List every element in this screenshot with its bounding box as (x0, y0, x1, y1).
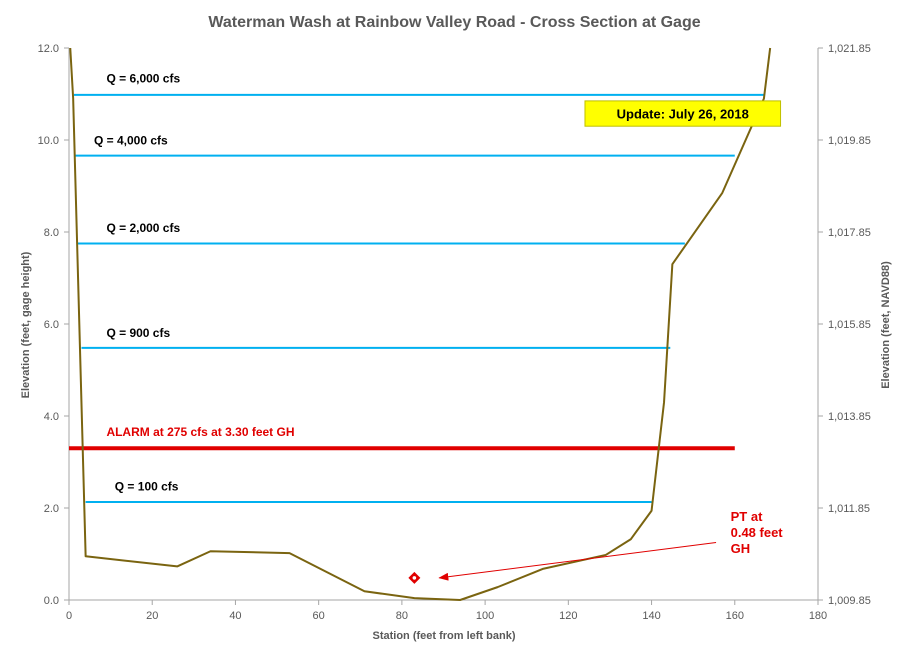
y-tick-label: 8.0 (44, 227, 59, 239)
y-axis-title: Elevation (feet, gage height) (20, 251, 32, 398)
update-box (584, 100, 782, 127)
flow-label: Q = 6,000 cfs (106, 72, 180, 86)
x-tick-label: 120 (559, 610, 577, 622)
y-tick-label: 2.0 (44, 503, 59, 515)
y2-tick-label: 1,013.85 (828, 411, 871, 423)
y2-tick-label: 1,019.85 (828, 135, 871, 147)
x-tick-label: 0 (66, 610, 72, 622)
pt-label: PT at 0.48 feet GH (731, 509, 784, 556)
alarm-label: ALARM at 275 cfs at 3.30 feet GH (106, 425, 294, 439)
x-tick-label: 20 (146, 610, 158, 622)
y-tick-label: 12.0 (38, 43, 59, 55)
cross-section-series (69, 47, 772, 601)
flow-label: Q = 2,000 cfs (106, 221, 180, 235)
pt-label-line: 0.48 feet (731, 525, 784, 540)
flow-label: Q = 900 cfs (106, 326, 170, 340)
x-tick-label: 180 (809, 610, 827, 622)
plot-area: 0 20 40 60 80 100 120 140 160 180 0.0 2.0 4.0 6.0 8.0 1… (38, 43, 871, 622)
update-text: Update: July 26, 2018 (617, 107, 749, 122)
x-tick-label: 100 (476, 610, 494, 622)
x-tick-label: 160 (726, 610, 744, 622)
flow-label: Q = 100 cfs (115, 480, 179, 494)
y2-tick-label: 1,017.85 (828, 227, 871, 239)
x-tick-label: 40 (229, 610, 241, 622)
x-axis-title: Station (feet from left bank) (372, 630, 515, 642)
pt-marker-center (412, 576, 417, 580)
y-tick-label: 6.0 (44, 319, 59, 331)
chart-title: Waterman Wash at Rainbow Valley Road - C… (208, 14, 700, 31)
y2-tick-label: 1,009.85 (828, 595, 871, 607)
x-tick-label: 60 (313, 610, 325, 622)
pt-label-line: GH (731, 541, 751, 556)
x-tick-label: 80 (396, 610, 408, 622)
y-tick-label: 10.0 (38, 135, 59, 147)
y-tick-label: 4.0 (44, 411, 59, 423)
x-tick-label: 140 (642, 610, 660, 622)
y2-tick-label: 1,015.85 (828, 319, 871, 331)
y2-tick-label: 1,021.85 (828, 43, 871, 55)
pt-label-line: PT at (731, 509, 763, 524)
y2-axis-title: Elevation (feet, NAVD88) (880, 261, 892, 389)
y2-tick-label: 1,011.85 (828, 503, 870, 515)
y-tick-label: 0.0 (44, 595, 59, 607)
flow-label: Q = 4,000 cfs (94, 134, 168, 148)
pt-arrow (438, 542, 717, 581)
